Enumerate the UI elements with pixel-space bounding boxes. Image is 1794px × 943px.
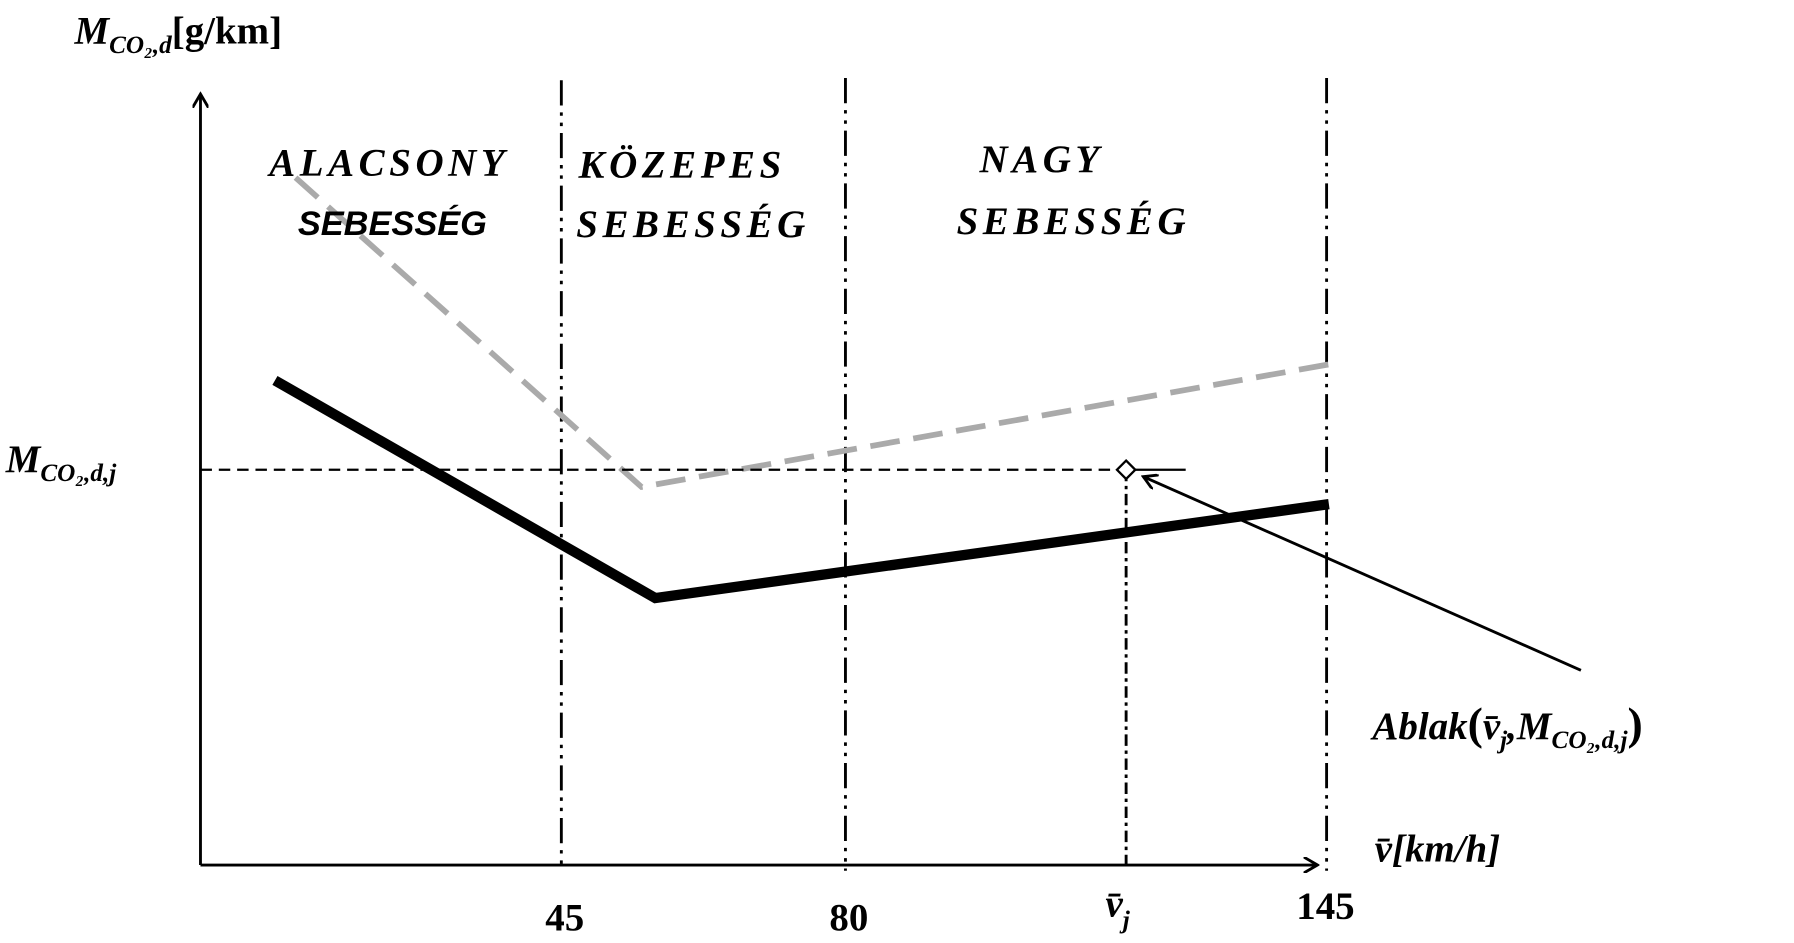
y-axis-label: MCO₂,d[g/km] [73,10,282,59]
zone-label: SEBESSÉG [576,203,810,246]
zone-label: NAGY [978,138,1103,181]
black-curve [272,375,1330,604]
zone-label: SEBESSÉG [957,200,1191,243]
x-marker-label: v̄j [1105,883,1130,934]
callout-arrow [1143,477,1582,672]
zone-label: SEBESSÉG [298,204,487,243]
callout-label: Ablak(v̄j,MCO₂,d,j) [1369,698,1642,754]
zone-label: ALACSONY [266,141,509,184]
gray-curve [293,175,1330,491]
zone-label: KÖZEPES [578,144,786,187]
window-point [1115,458,1137,481]
x-axis-label: v̄[km/h] [1375,828,1500,871]
y-marker-label: MCO₂,d,j [5,438,118,487]
x-tick-label: 80 [829,896,868,939]
x-tick-label: 145 [1296,885,1354,928]
zone-boundaries [559,77,1329,871]
x-tick-label: 45 [545,896,584,939]
